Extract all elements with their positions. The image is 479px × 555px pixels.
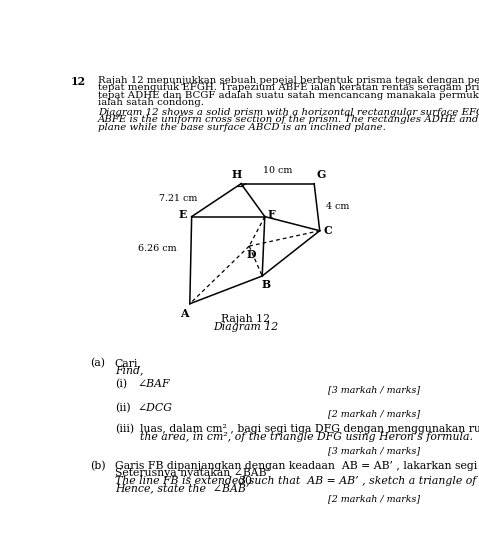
- Text: ∠BAF: ∠BAF: [138, 380, 171, 390]
- Text: C: C: [323, 225, 332, 236]
- Text: D: D: [246, 249, 256, 260]
- Text: the area, in cm², of the triangle DFG using Heron’s formula.: the area, in cm², of the triangle DFG us…: [140, 432, 473, 442]
- Text: F: F: [268, 209, 275, 220]
- Text: [2 markah / marks]: [2 markah / marks]: [328, 494, 420, 503]
- Text: Diagram 12 shows a solid prism with a horizontal rectangular surface EFGH. The t: Diagram 12 shows a solid prism with a ho…: [98, 108, 479, 117]
- Text: 6.26 cm: 6.26 cm: [138, 244, 177, 253]
- Text: [3 markah / marks]: [3 markah / marks]: [328, 385, 420, 395]
- Text: tepat ADHE dan BCGF adalah suatu satah mencancang manakala permukaan tapak ABCD: tepat ADHE dan BCGF adalah suatu satah m…: [98, 91, 479, 100]
- Text: 10 cm: 10 cm: [262, 166, 292, 175]
- Text: ialah satah condong.: ialah satah condong.: [98, 98, 204, 108]
- Text: Diagram 12: Diagram 12: [213, 322, 278, 332]
- Text: H: H: [231, 169, 242, 180]
- Text: (i): (i): [115, 380, 127, 390]
- Text: ABFE is the uniform cross section of the prism. The rectangles ADHE and BCGF are: ABFE is the uniform cross section of the…: [98, 115, 479, 124]
- Text: G: G: [317, 169, 326, 180]
- Text: tepat mengufuk EFGH. Trapezium ABFE ialah keratan rentas seragam prisma itu. Seg: tepat mengufuk EFGH. Trapezium ABFE iala…: [98, 83, 479, 93]
- Text: 30: 30: [239, 476, 252, 486]
- Text: Seterusnya nyatakan ∠BAB’: Seterusnya nyatakan ∠BAB’: [115, 468, 270, 478]
- Text: Cari,: Cari,: [115, 358, 142, 368]
- Text: (a): (a): [91, 358, 105, 369]
- Text: 4 cm: 4 cm: [326, 202, 350, 211]
- Text: Rajah 12 menunjukkan sebuah pepejal berbentuk prisma tegak dengan permukaan segi: Rajah 12 menunjukkan sebuah pepejal berb…: [98, 76, 479, 85]
- Text: (b): (b): [91, 461, 106, 471]
- Text: Garis FB dipanjangkan dengan keadaan  AB = AB’ , lakarkan segi tiga  ABB’: Garis FB dipanjangkan dengan keadaan AB …: [115, 461, 479, 471]
- Text: [3 markah / marks]: [3 markah / marks]: [328, 447, 420, 456]
- Text: ∠DCG: ∠DCG: [138, 403, 173, 413]
- Text: B: B: [262, 279, 271, 290]
- Text: 7.21 cm: 7.21 cm: [159, 194, 197, 203]
- Text: Hence, state the  ∠BAB’: Hence, state the ∠BAB’: [115, 483, 249, 493]
- Text: E: E: [178, 209, 186, 220]
- Text: Rajah 12: Rajah 12: [221, 315, 270, 325]
- Text: plane while the base surface ABCD is an inclined plane.: plane while the base surface ABCD is an …: [98, 123, 386, 132]
- Text: The line FB is extended such that  AB = AB’ , sketch a triangle of ABB’: The line FB is extended such that AB = A…: [115, 476, 479, 486]
- Text: (iii): (iii): [115, 424, 134, 435]
- Text: A: A: [180, 307, 188, 319]
- Text: luas, dalam cm² , bagi segi tiga DFG dengan menggunakan rumus Heron.: luas, dalam cm² , bagi segi tiga DFG den…: [140, 424, 479, 435]
- Text: 12: 12: [71, 76, 86, 87]
- Text: (ii): (ii): [115, 403, 130, 413]
- Text: Find,: Find,: [115, 366, 143, 376]
- Text: [2 markah / marks]: [2 markah / marks]: [328, 409, 420, 418]
